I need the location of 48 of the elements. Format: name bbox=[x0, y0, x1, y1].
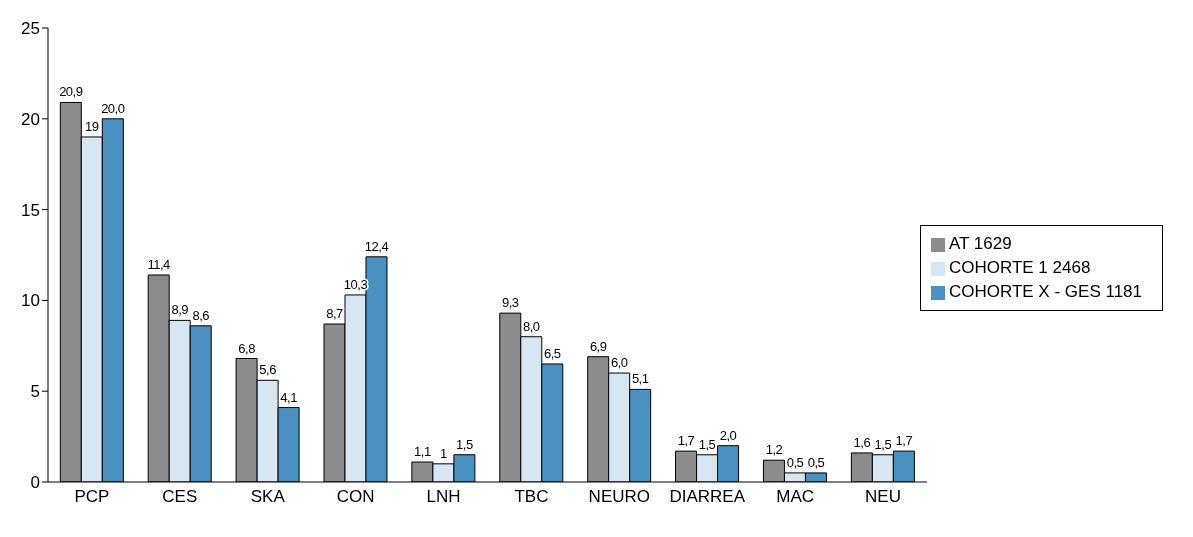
x-tick-label: NEURO bbox=[588, 487, 651, 507]
y-tick-label: 0 bbox=[30, 473, 40, 493]
x-tick-label: CON bbox=[336, 487, 375, 507]
x-tick-label: SKA bbox=[250, 487, 286, 507]
data-label: 20,9 bbox=[59, 84, 83, 100]
x-tick-label: DIARREA bbox=[669, 487, 746, 507]
data-label: 6,0 bbox=[610, 355, 628, 371]
data-label: 6,9 bbox=[589, 338, 607, 354]
data-label: 8,6 bbox=[192, 307, 210, 323]
x-tick-label: PCP bbox=[74, 487, 110, 507]
data-label: 1,1 bbox=[414, 444, 431, 460]
y-tick-label: 10 bbox=[21, 291, 40, 311]
legend-label: COHORTE X - GES 1181 bbox=[948, 282, 1142, 301]
data-label: 1,7 bbox=[895, 433, 913, 449]
y-tick-label: 20 bbox=[21, 109, 40, 129]
data-label: 1,5 bbox=[874, 436, 892, 452]
data-label: 19 bbox=[85, 118, 99, 134]
data-label: 5,6 bbox=[259, 362, 277, 378]
data-label: 8,0 bbox=[522, 318, 540, 334]
data-label: 9,3 bbox=[501, 295, 519, 311]
data-label: 1,2 bbox=[765, 442, 783, 458]
x-tick-label: NEU bbox=[865, 487, 901, 507]
data-label: 0,5 bbox=[786, 454, 804, 470]
data-label: 12,4 bbox=[364, 238, 389, 254]
x-tick-label: CES bbox=[162, 487, 198, 507]
y-tick-label: 15 bbox=[21, 200, 40, 220]
y-tick-label: 25 bbox=[21, 19, 40, 39]
legend-label: COHORTE 1 2468 bbox=[948, 258, 1091, 277]
data-label: 4,1 bbox=[280, 389, 298, 405]
data-label: 1,7 bbox=[677, 433, 695, 449]
data-label: 6,8 bbox=[238, 340, 256, 356]
x-tick-label: LNH bbox=[426, 487, 461, 507]
data-label: 1,5 bbox=[456, 436, 473, 452]
data-label: 1 bbox=[440, 445, 448, 461]
data-label: 8,9 bbox=[171, 302, 189, 318]
data-label: 1,6 bbox=[853, 434, 871, 450]
data-label: 5,1 bbox=[631, 371, 649, 387]
y-tick-label: 5 bbox=[30, 382, 40, 402]
data-label: 20,0 bbox=[101, 100, 125, 116]
data-label: 1,5 bbox=[698, 436, 716, 452]
data-label: 2,0 bbox=[719, 427, 737, 443]
data-label: 11,4 bbox=[147, 256, 171, 272]
x-tick-label: TBC bbox=[514, 487, 549, 507]
x-tick-label: MAC bbox=[776, 487, 814, 507]
legend-label: AT 1629 bbox=[948, 234, 1012, 253]
data-label: 0,5 bbox=[807, 454, 825, 470]
data-label: 6,5 bbox=[543, 345, 561, 361]
data-label: 8,7 bbox=[326, 306, 344, 322]
